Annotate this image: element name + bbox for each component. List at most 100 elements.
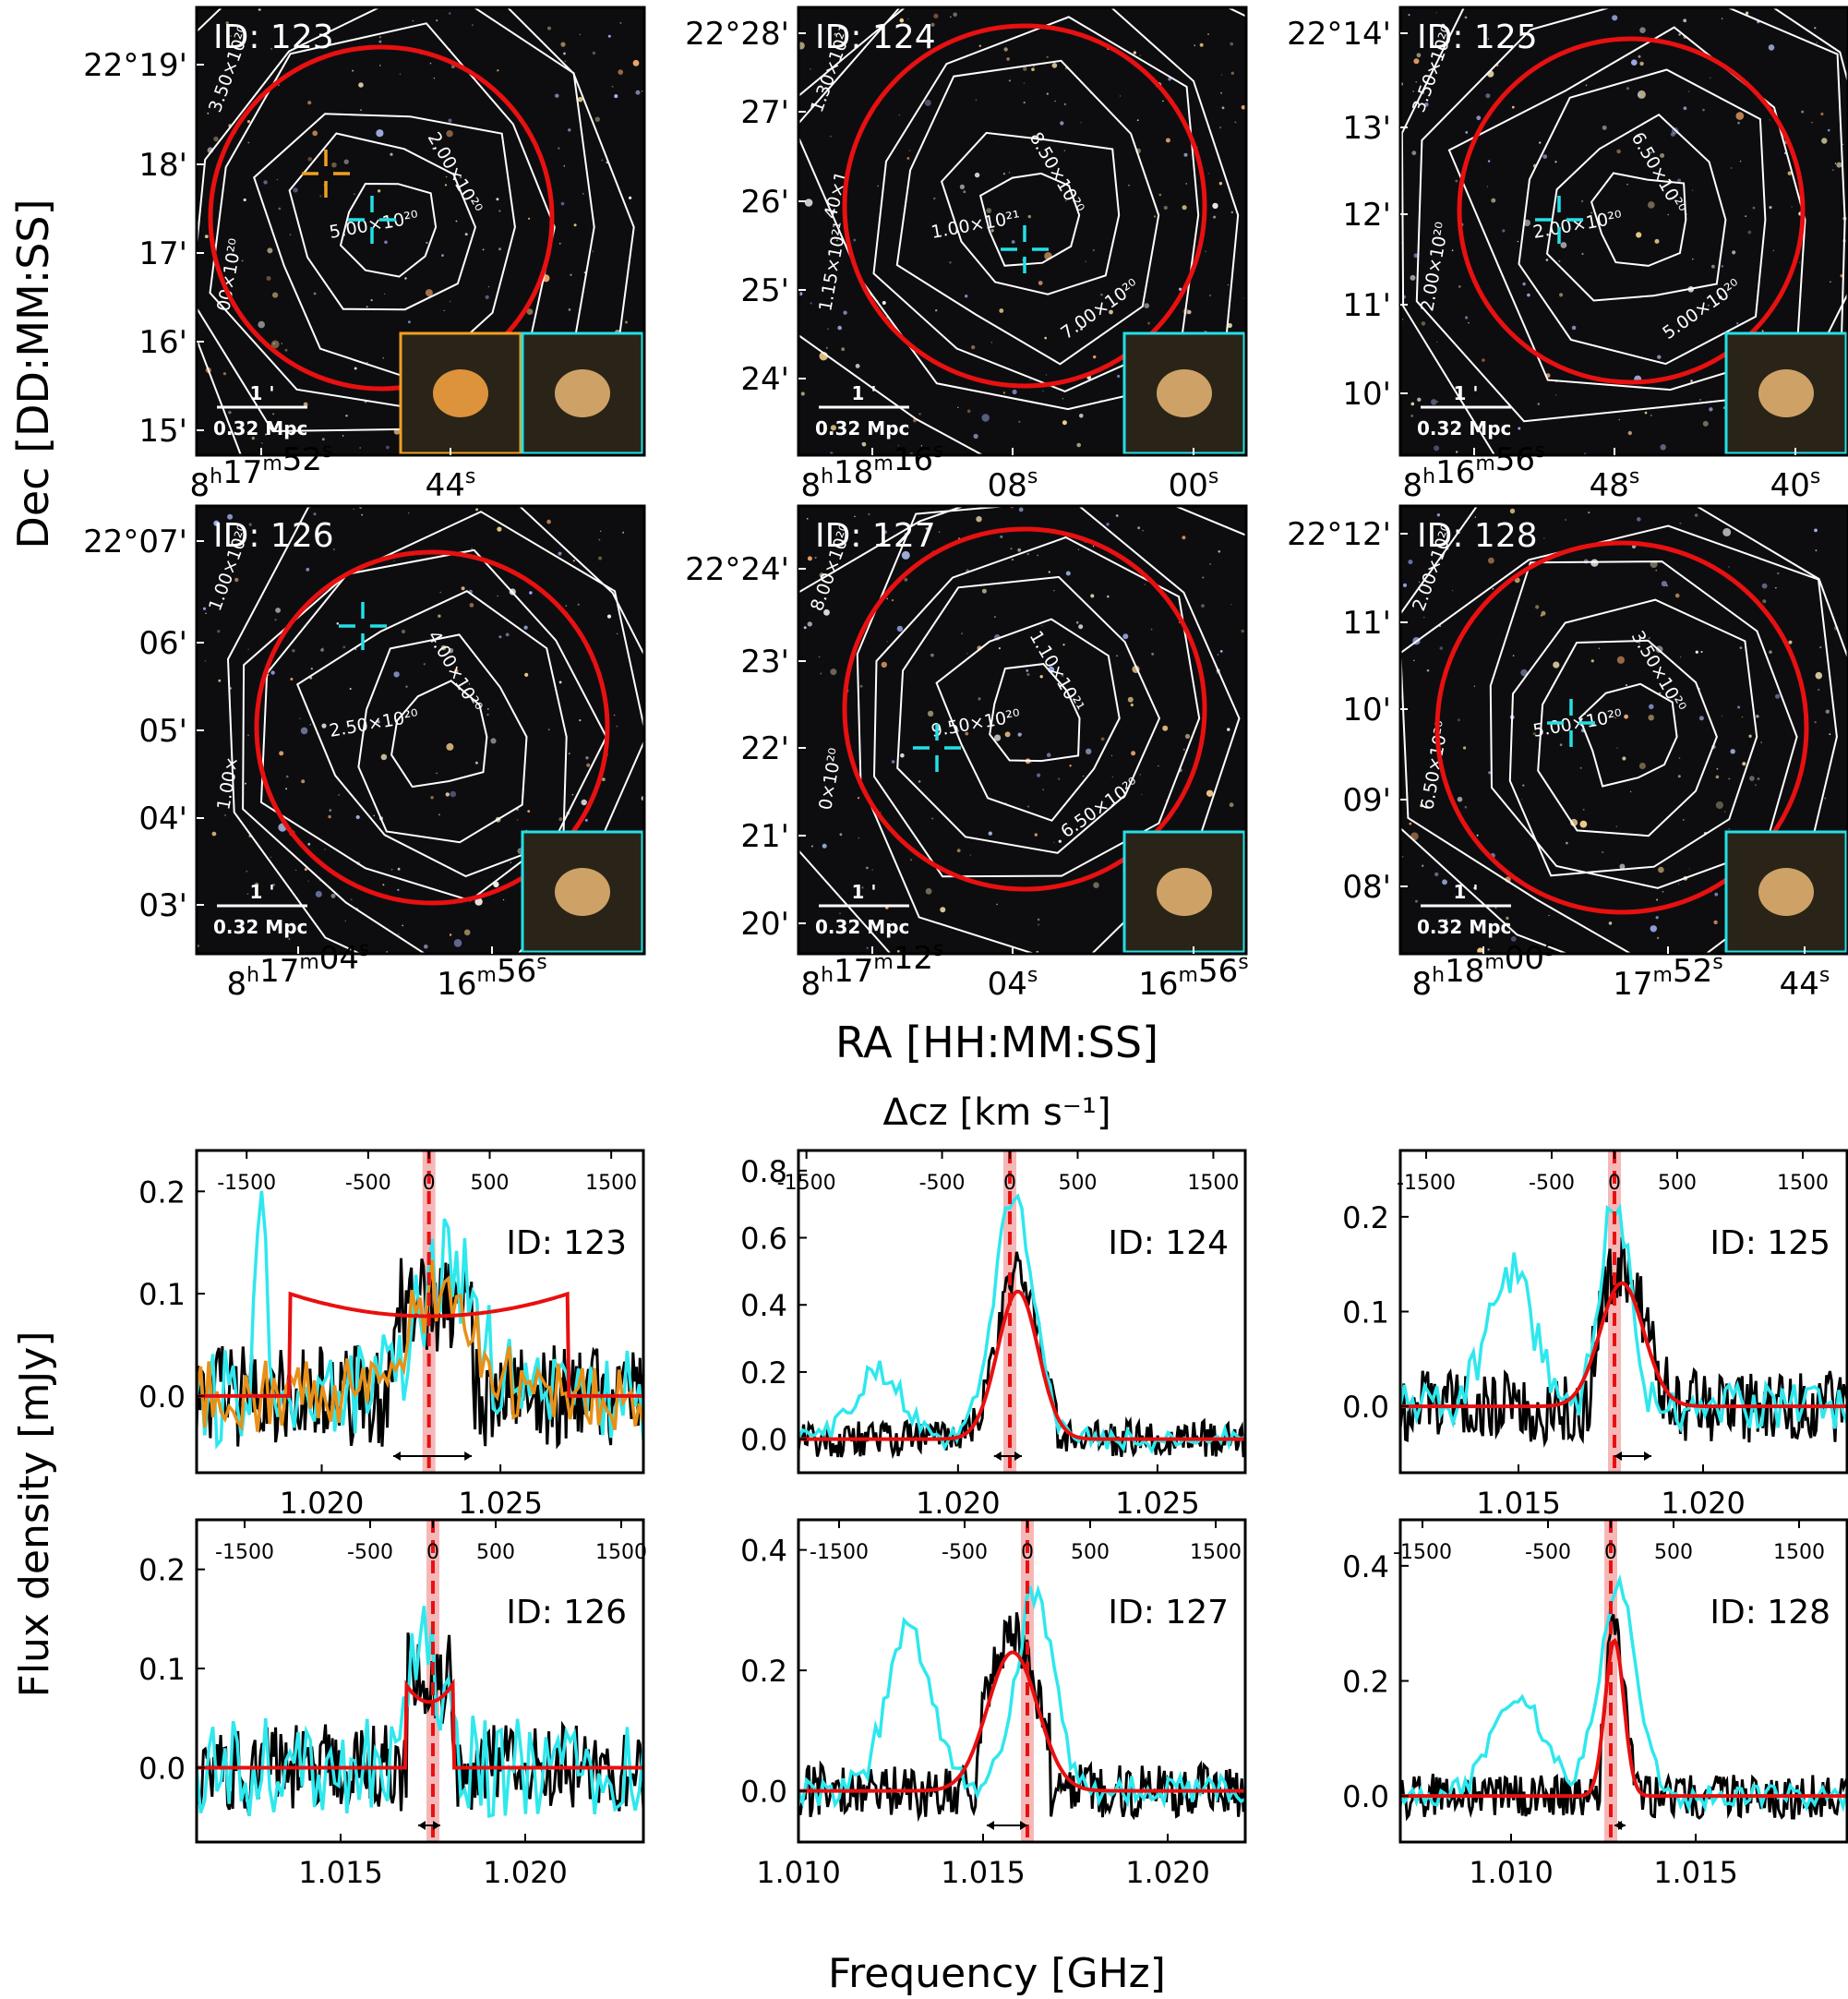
background-galaxy [1639,61,1644,66]
background-galaxy [1455,179,1458,183]
velocity-tick-label: 0 [423,1172,436,1195]
background-galaxy [1221,106,1225,110]
plot-area [197,1520,643,1842]
background-galaxy [498,635,502,639]
background-galaxy [1092,545,1095,548]
background-galaxy [861,442,864,445]
dec-tick-label: 16' [138,324,187,361]
background-galaxy [270,670,275,675]
background-galaxy [1815,549,1818,552]
background-galaxy [1747,230,1752,235]
column-density-contour [872,536,1201,878]
bottom-y-axis-label: Flux density [mJy] [11,1331,58,1698]
background-galaxy [1650,414,1652,417]
background-galaxy [321,723,327,729]
background-galaxy [1680,656,1682,658]
background-galaxy [284,348,288,352]
background-galaxy [1011,240,1015,244]
velocity-tick-label: -1500 [217,1172,276,1195]
background-galaxy [1139,54,1142,56]
background-galaxy [1836,162,1842,168]
background-galaxy [1716,767,1719,770]
background-galaxy [1730,167,1733,169]
background-galaxy [1558,259,1561,262]
background-galaxy [1150,628,1153,631]
background-galaxy [568,128,571,132]
background-galaxy [1080,328,1083,331]
dec-tick-label: 22°07' [83,524,187,560]
ra-tick-label: 40s [1770,465,1821,504]
background-galaxy [384,293,386,295]
background-galaxy [366,306,368,308]
background-galaxy [958,537,960,539]
background-galaxy [988,831,992,836]
background-galaxy [1065,571,1071,576]
spectrum-panel: 0.0 0.2 0.4 1.010 1.015 -1500 -500 0 500 1500 ID: … [1342,1518,1848,1890]
background-galaxy [390,152,393,156]
background-galaxy [1618,418,1620,421]
spectrum-panel: 0.0 0.1 0.2 1.015 1.020 -1500 -500 0 500 1500 ID: … [1342,1149,1848,1521]
x-tick-label: 1.010 [756,1855,841,1890]
background-galaxy [1660,153,1665,158]
inset-galaxy [1758,868,1814,916]
background-galaxy [1023,101,1026,104]
background-galaxy [449,933,452,936]
dec-tick-label: 18' [138,147,187,184]
background-galaxy [899,18,905,23]
background-galaxy [222,372,226,376]
background-galaxy [1487,38,1490,40]
background-galaxy [882,301,886,305]
background-galaxy [976,516,982,523]
background-galaxy [1004,731,1011,738]
y-tick-label: 0.4 [740,1288,787,1323]
column-density-contour [895,59,1160,366]
velocity-tick-label: -500 [942,1541,988,1564]
search-radius-circle [842,23,1207,389]
background-galaxy [1162,725,1169,731]
background-galaxy [321,438,325,441]
background-galaxy [1183,152,1188,157]
background-galaxy [407,320,411,324]
background-galaxy [616,725,618,728]
panel-frame [797,1149,1247,1475]
background-galaxy [1213,215,1217,219]
background-galaxy [380,753,388,761]
background-galaxy [354,648,357,651]
velocity-tick-label: 1500 [585,1172,637,1195]
background-galaxy [1011,559,1014,561]
background-galaxy [1638,642,1641,644]
background-galaxy [1048,571,1050,573]
background-galaxy [234,577,239,583]
background-galaxy [1038,923,1039,926]
background-galaxy [607,34,611,38]
background-galaxy [896,625,904,632]
y-tick-label: 0.1 [138,1652,186,1687]
background-galaxy [868,512,870,516]
velocity-tick-label: -500 [345,1172,391,1195]
background-galaxy [1000,535,1003,538]
cyan-spectrum [798,1193,1245,1455]
background-galaxy [1708,304,1710,307]
background-galaxy [1436,341,1438,343]
panel-id-label: ID: 127 [1108,1594,1229,1632]
background-galaxy [1219,650,1223,653]
background-galaxy [279,751,284,756]
background-galaxy [807,556,812,561]
background-galaxy [940,907,946,913]
observed-spectrum [1400,1613,1847,1822]
background-galaxy [1410,274,1416,281]
background-galaxy [1456,451,1458,453]
dec-tick-label: 26' [740,184,789,221]
background-galaxy [1723,811,1726,813]
background-galaxy [384,240,388,245]
background-galaxy [1532,732,1536,736]
background-galaxy [1127,696,1134,703]
column-density-contour [1400,506,1848,954]
background-galaxy [1093,882,1099,888]
background-galaxy [1464,16,1468,19]
background-galaxy [573,223,577,227]
background-galaxy [1086,748,1092,754]
background-galaxy [1434,872,1439,877]
background-galaxy [487,708,489,710]
